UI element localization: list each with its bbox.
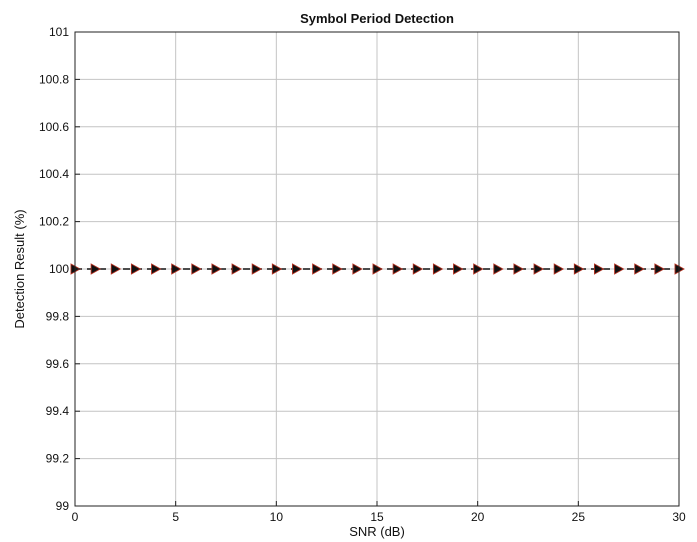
data-point-marker	[251, 263, 263, 275]
data-point-marker	[533, 263, 544, 275]
data-point-marker	[634, 263, 645, 275]
data-point-marker	[654, 263, 665, 275]
y-tick-label: 99.2	[46, 452, 70, 466]
x-tick-label: 30	[672, 510, 686, 524]
data-point-marker	[493, 263, 504, 275]
y-tick-label: 100.6	[39, 120, 69, 134]
series-layer	[70, 263, 685, 275]
data-point-marker	[191, 263, 202, 275]
data-point-marker	[110, 263, 122, 275]
data-point-marker	[473, 263, 484, 275]
data-point-marker	[614, 263, 625, 275]
y-tick-label: 100.2	[39, 215, 69, 229]
x-tick-label: 5	[172, 510, 179, 524]
y-tick-label: 100.4	[39, 167, 69, 181]
y-tick-label: 99.6	[46, 357, 70, 371]
ticks: 0 5 10 15 20 25 30 99 99.2 99.4 99.6 99.8 100 100.2 10…	[39, 25, 686, 524]
y-tick-label: 99.4	[46, 404, 70, 418]
data-point-marker	[211, 263, 222, 275]
y-axis-label: Detection Result (%)	[12, 209, 27, 328]
data-point-marker	[292, 263, 303, 275]
x-tick-label: 10	[270, 510, 284, 524]
data-point-marker	[372, 263, 383, 275]
data-point-marker	[594, 263, 605, 275]
data-point-marker	[231, 263, 242, 275]
y-tick-label: 99.8	[46, 309, 70, 323]
y-tick-label: 100.8	[39, 72, 69, 86]
data-point-marker	[332, 263, 343, 275]
data-point-marker	[432, 263, 444, 275]
x-tick-label: 0	[72, 510, 79, 524]
data-point-marker	[130, 263, 142, 275]
data-point-marker	[553, 263, 565, 275]
y-tick-label: 101	[49, 25, 69, 39]
data-point-marker	[412, 263, 424, 275]
x-axis-label: SNR (dB)	[349, 524, 405, 539]
data-point-marker	[151, 263, 162, 275]
x-tick-label: 25	[572, 510, 586, 524]
y-tick-label: 99	[56, 499, 70, 513]
x-tick-label: 20	[471, 510, 485, 524]
data-point-marker	[171, 263, 182, 275]
data-point-marker	[392, 263, 404, 275]
data-point-marker	[513, 263, 524, 275]
chart-title: Symbol Period Detection	[300, 11, 454, 26]
data-point-marker	[573, 263, 585, 275]
data-point-marker	[352, 263, 363, 275]
data-point-marker	[271, 263, 283, 275]
data-point-marker	[90, 263, 102, 275]
x-tick-label: 15	[370, 510, 384, 524]
y-tick-label: 100	[49, 262, 69, 276]
data-point-marker	[312, 263, 323, 275]
data-point-marker	[453, 263, 464, 275]
